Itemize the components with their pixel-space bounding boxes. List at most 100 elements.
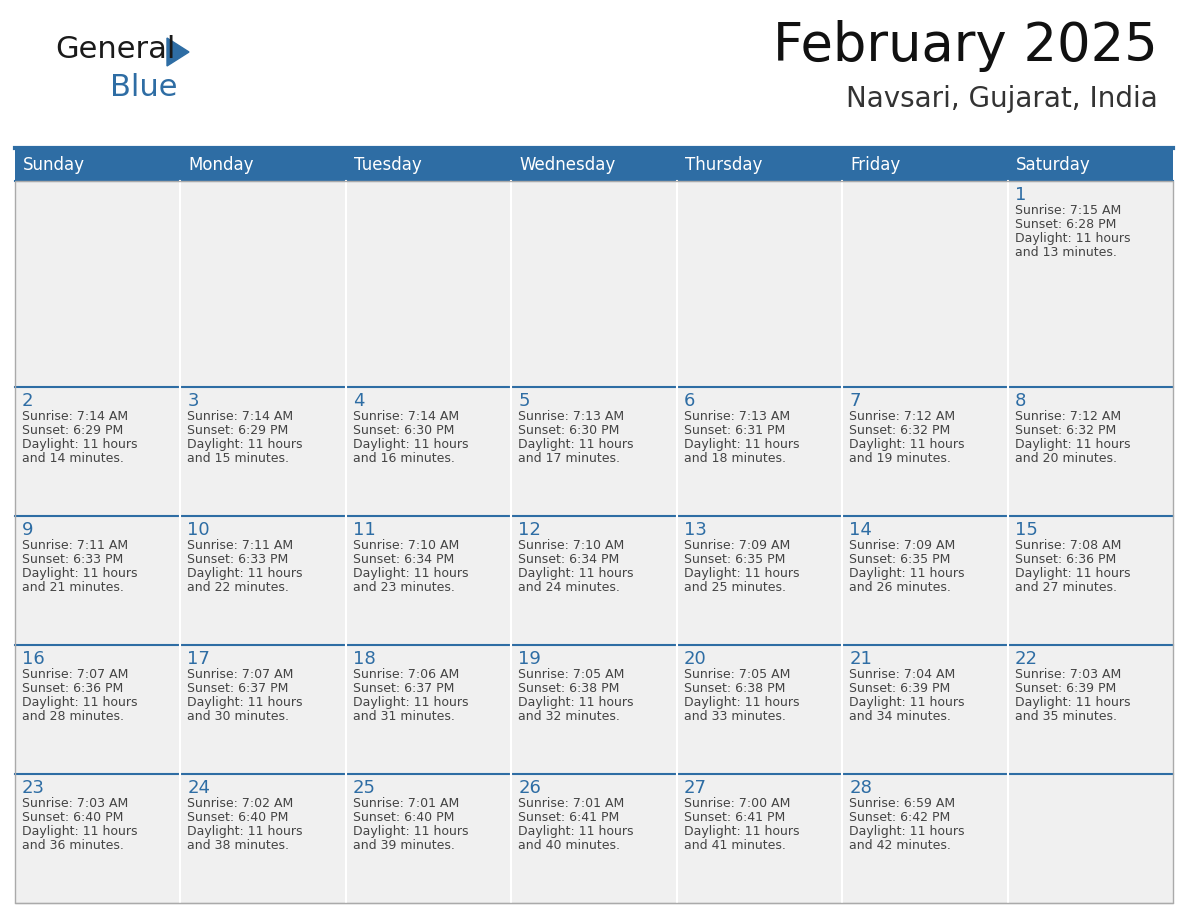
Text: Sunrise: 7:05 AM: Sunrise: 7:05 AM <box>518 668 625 681</box>
Text: and 39 minutes.: and 39 minutes. <box>353 839 455 852</box>
Text: and 32 minutes.: and 32 minutes. <box>518 711 620 723</box>
Text: Sunset: 6:38 PM: Sunset: 6:38 PM <box>684 682 785 695</box>
Bar <box>677 181 842 387</box>
Bar <box>842 181 1007 387</box>
Text: Sunrise: 7:12 AM: Sunrise: 7:12 AM <box>1015 410 1120 423</box>
Text: Sunset: 6:38 PM: Sunset: 6:38 PM <box>518 682 620 695</box>
Text: Sunset: 6:40 PM: Sunset: 6:40 PM <box>23 812 124 824</box>
Text: and 42 minutes.: and 42 minutes. <box>849 839 952 852</box>
Bar <box>1007 645 1173 774</box>
Text: Daylight: 11 hours: Daylight: 11 hours <box>353 438 468 452</box>
Bar <box>15 181 181 387</box>
Text: and 27 minutes.: and 27 minutes. <box>1015 581 1117 594</box>
Text: and 28 minutes.: and 28 minutes. <box>23 711 124 723</box>
Text: Sunday: Sunday <box>23 155 86 174</box>
Bar <box>511 516 677 645</box>
Text: and 35 minutes.: and 35 minutes. <box>1015 711 1117 723</box>
Text: Sunrise: 7:04 AM: Sunrise: 7:04 AM <box>849 668 955 681</box>
Text: 28: 28 <box>849 779 872 797</box>
Bar <box>1007 516 1173 645</box>
Text: and 34 minutes.: and 34 minutes. <box>849 711 952 723</box>
Text: Sunrise: 7:07 AM: Sunrise: 7:07 AM <box>23 668 128 681</box>
Text: Sunset: 6:40 PM: Sunset: 6:40 PM <box>353 812 454 824</box>
Text: 19: 19 <box>518 650 542 668</box>
Text: 7: 7 <box>849 392 860 410</box>
Text: 10: 10 <box>188 521 210 539</box>
Text: Sunrise: 6:59 AM: Sunrise: 6:59 AM <box>849 797 955 810</box>
Text: and 22 minutes.: and 22 minutes. <box>188 581 290 594</box>
Bar <box>15 516 181 645</box>
Text: and 14 minutes.: and 14 minutes. <box>23 453 124 465</box>
Text: Sunrise: 7:10 AM: Sunrise: 7:10 AM <box>518 539 625 553</box>
Bar <box>15 148 1173 181</box>
Text: Sunrise: 7:05 AM: Sunrise: 7:05 AM <box>684 668 790 681</box>
Text: Sunrise: 7:09 AM: Sunrise: 7:09 AM <box>684 539 790 553</box>
Text: Sunrise: 7:03 AM: Sunrise: 7:03 AM <box>1015 668 1120 681</box>
Bar <box>346 645 511 774</box>
Bar <box>181 181 346 387</box>
Text: Sunrise: 7:08 AM: Sunrise: 7:08 AM <box>1015 539 1121 553</box>
Text: Sunrise: 7:06 AM: Sunrise: 7:06 AM <box>353 668 459 681</box>
Text: and 33 minutes.: and 33 minutes. <box>684 711 785 723</box>
Polygon shape <box>168 38 189 66</box>
Text: Daylight: 11 hours: Daylight: 11 hours <box>849 567 965 580</box>
Bar <box>15 645 181 774</box>
Bar <box>181 387 346 516</box>
Text: Sunset: 6:36 PM: Sunset: 6:36 PM <box>23 682 124 695</box>
Text: Sunrise: 7:14 AM: Sunrise: 7:14 AM <box>23 410 128 423</box>
Text: Sunrise: 7:11 AM: Sunrise: 7:11 AM <box>188 539 293 553</box>
Text: Daylight: 11 hours: Daylight: 11 hours <box>1015 438 1130 452</box>
Bar <box>346 181 511 387</box>
Text: Daylight: 11 hours: Daylight: 11 hours <box>353 825 468 838</box>
Text: 4: 4 <box>353 392 365 410</box>
Text: Daylight: 11 hours: Daylight: 11 hours <box>518 567 633 580</box>
Text: Sunset: 6:32 PM: Sunset: 6:32 PM <box>849 424 950 437</box>
Bar <box>346 516 511 645</box>
Text: 20: 20 <box>684 650 707 668</box>
Text: Sunrise: 7:13 AM: Sunrise: 7:13 AM <box>684 410 790 423</box>
Text: Sunset: 6:30 PM: Sunset: 6:30 PM <box>518 424 620 437</box>
Text: 22: 22 <box>1015 650 1037 668</box>
Text: Daylight: 11 hours: Daylight: 11 hours <box>518 696 633 709</box>
Text: and 15 minutes.: and 15 minutes. <box>188 453 290 465</box>
Text: Sunset: 6:34 PM: Sunset: 6:34 PM <box>518 554 619 566</box>
Text: Friday: Friday <box>851 155 901 174</box>
Text: and 17 minutes.: and 17 minutes. <box>518 453 620 465</box>
Text: Daylight: 11 hours: Daylight: 11 hours <box>849 825 965 838</box>
Text: Sunset: 6:33 PM: Sunset: 6:33 PM <box>188 554 289 566</box>
Text: 14: 14 <box>849 521 872 539</box>
Text: 5: 5 <box>518 392 530 410</box>
Bar <box>1007 774 1173 903</box>
Text: Sunset: 6:41 PM: Sunset: 6:41 PM <box>518 812 619 824</box>
Text: 6: 6 <box>684 392 695 410</box>
Text: Daylight: 11 hours: Daylight: 11 hours <box>1015 232 1130 245</box>
Text: Sunrise: 7:12 AM: Sunrise: 7:12 AM <box>849 410 955 423</box>
Bar <box>677 774 842 903</box>
Text: 11: 11 <box>353 521 375 539</box>
Text: Daylight: 11 hours: Daylight: 11 hours <box>353 696 468 709</box>
Text: Daylight: 11 hours: Daylight: 11 hours <box>188 825 303 838</box>
Text: Daylight: 11 hours: Daylight: 11 hours <box>188 438 303 452</box>
Text: Sunset: 6:39 PM: Sunset: 6:39 PM <box>849 682 950 695</box>
Text: Daylight: 11 hours: Daylight: 11 hours <box>23 696 138 709</box>
Bar <box>15 387 181 516</box>
Text: 9: 9 <box>23 521 33 539</box>
Text: and 36 minutes.: and 36 minutes. <box>23 839 124 852</box>
Text: Daylight: 11 hours: Daylight: 11 hours <box>188 696 303 709</box>
Text: Wednesday: Wednesday <box>519 155 615 174</box>
Text: Sunrise: 7:02 AM: Sunrise: 7:02 AM <box>188 797 293 810</box>
Text: Sunrise: 7:14 AM: Sunrise: 7:14 AM <box>353 410 459 423</box>
Text: Sunset: 6:42 PM: Sunset: 6:42 PM <box>849 812 950 824</box>
Text: Sunset: 6:36 PM: Sunset: 6:36 PM <box>1015 554 1116 566</box>
Text: Daylight: 11 hours: Daylight: 11 hours <box>518 438 633 452</box>
Text: Sunset: 6:35 PM: Sunset: 6:35 PM <box>684 554 785 566</box>
Text: 21: 21 <box>849 650 872 668</box>
Text: Sunrise: 7:03 AM: Sunrise: 7:03 AM <box>23 797 128 810</box>
Text: Sunset: 6:29 PM: Sunset: 6:29 PM <box>23 424 124 437</box>
Text: Monday: Monday <box>189 155 254 174</box>
Text: Daylight: 11 hours: Daylight: 11 hours <box>188 567 303 580</box>
Text: Daylight: 11 hours: Daylight: 11 hours <box>1015 696 1130 709</box>
Text: Sunset: 6:28 PM: Sunset: 6:28 PM <box>1015 218 1116 231</box>
Text: Daylight: 11 hours: Daylight: 11 hours <box>684 696 800 709</box>
Bar <box>842 387 1007 516</box>
